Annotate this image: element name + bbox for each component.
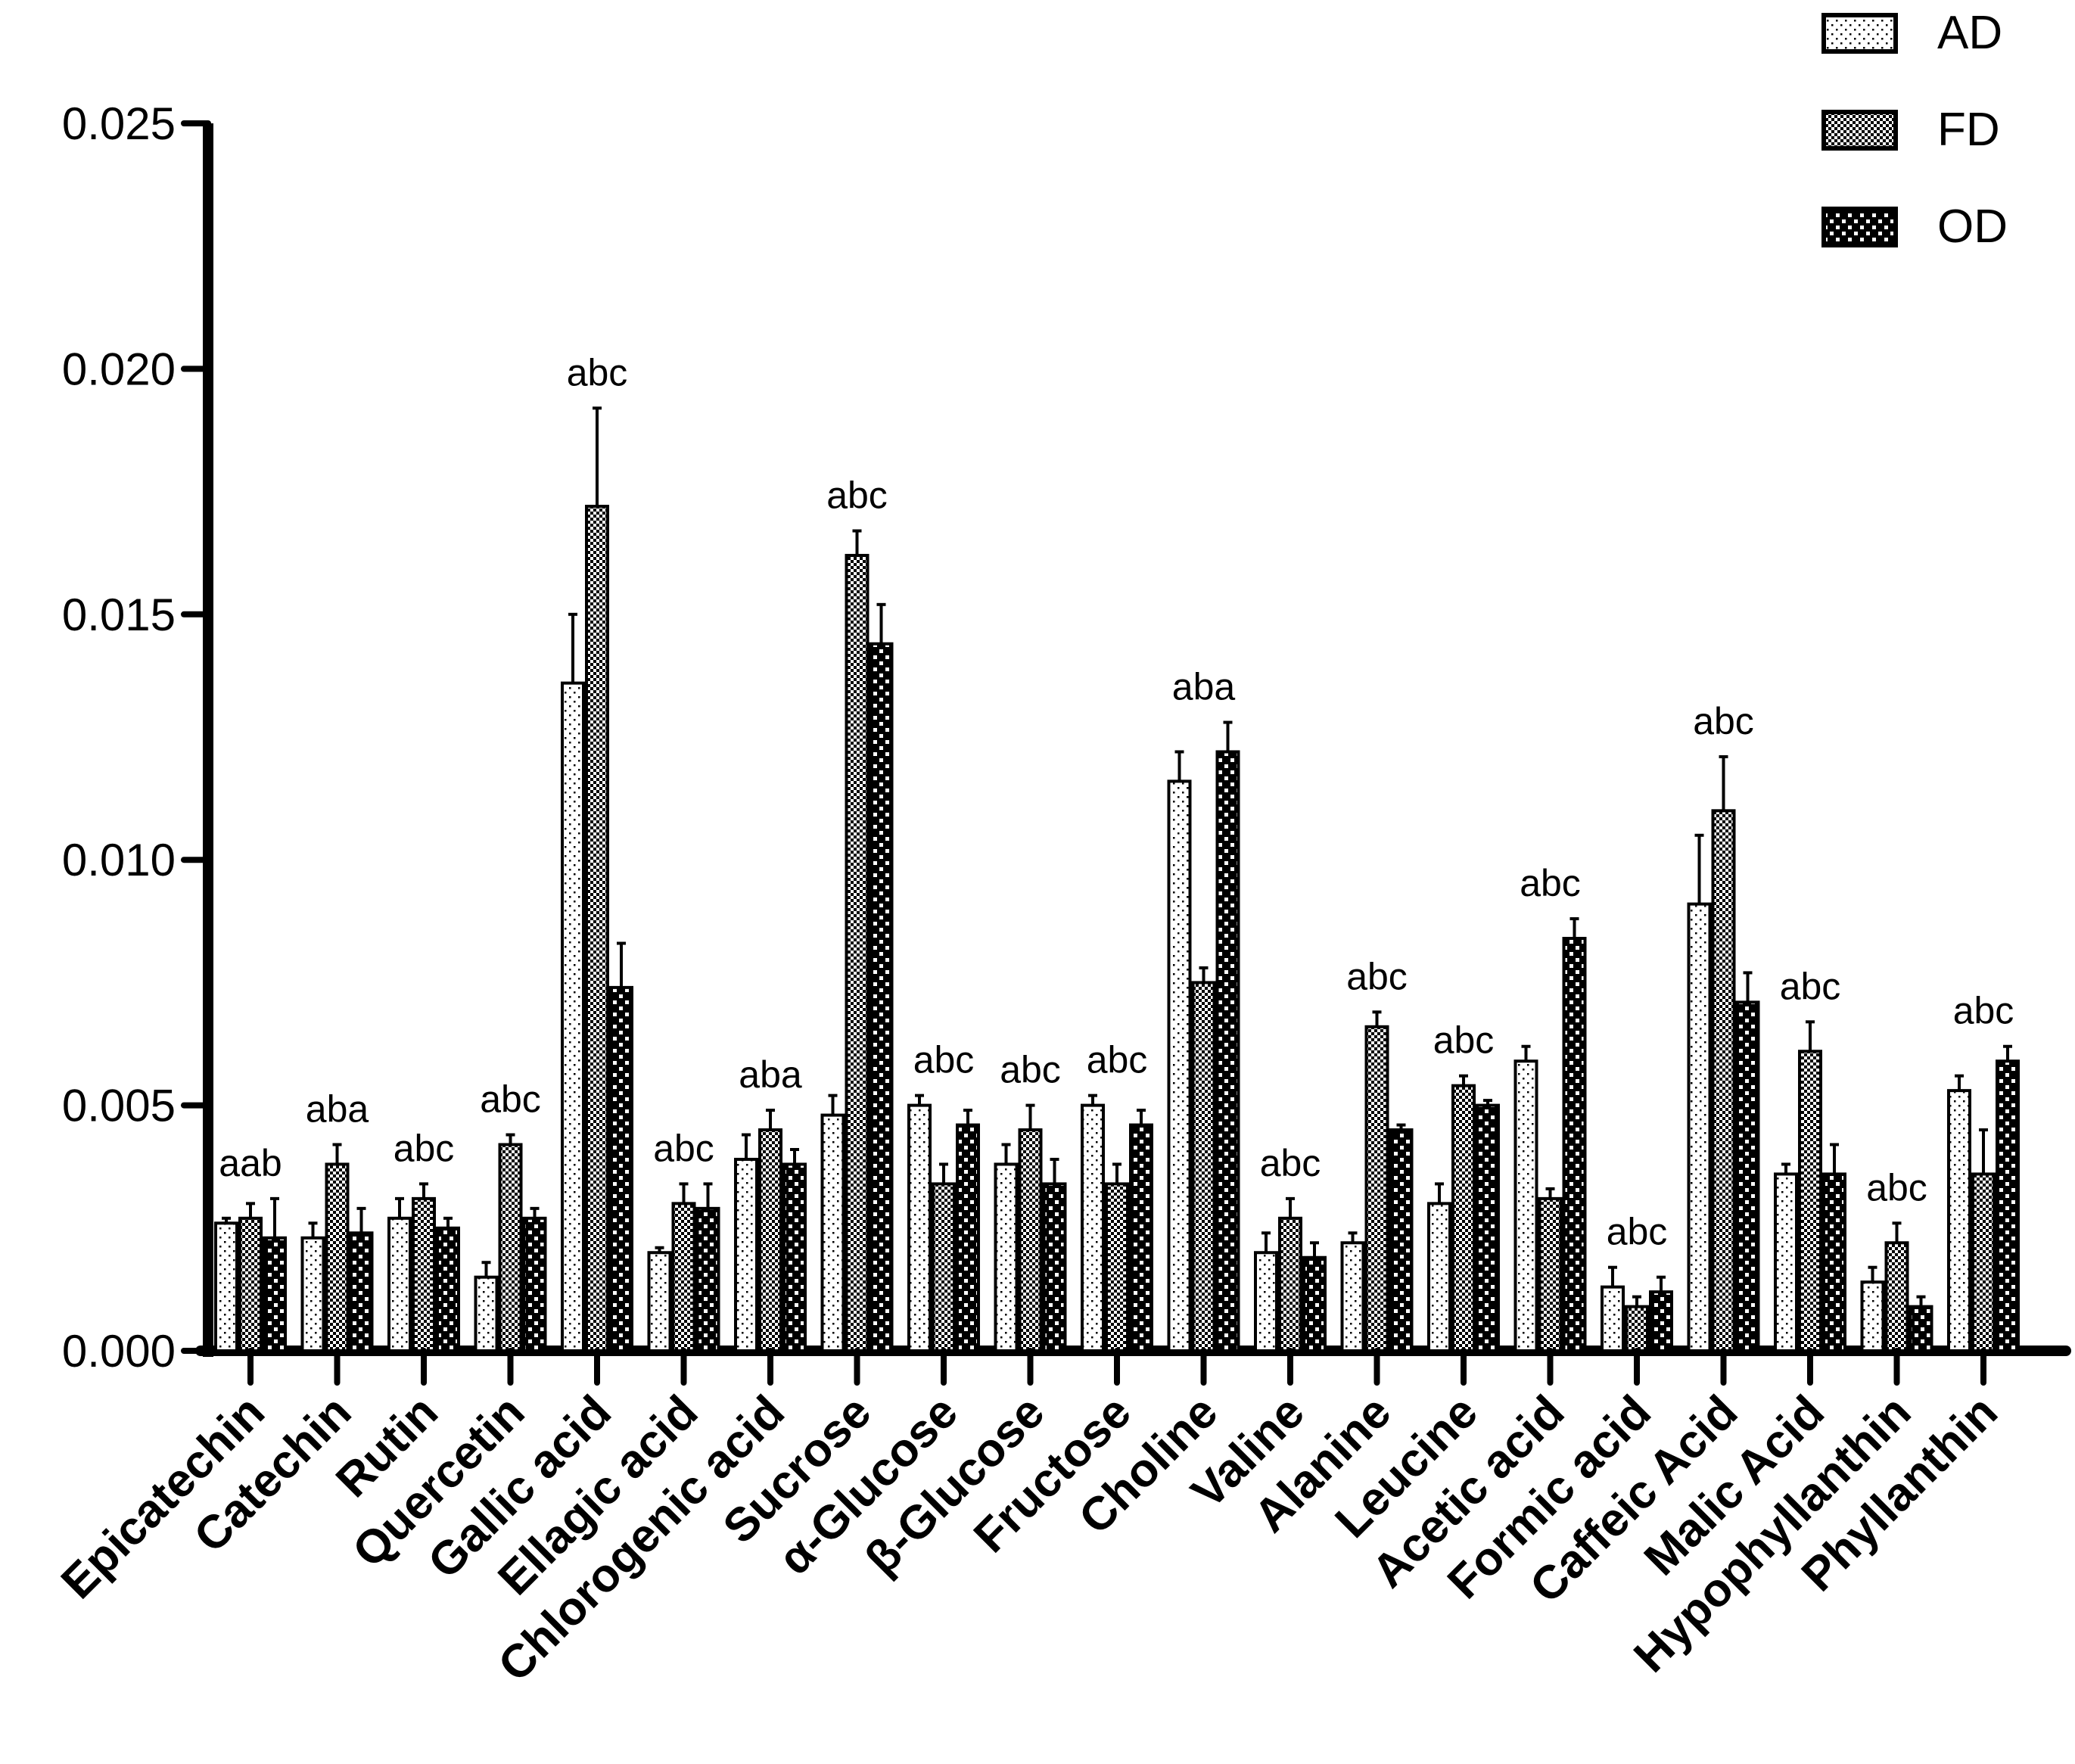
bar-fd <box>498 1143 523 1353</box>
bar-fd <box>1191 981 1216 1353</box>
bar-fd <box>412 1196 436 1352</box>
bar-ad <box>387 1216 412 1352</box>
legend-swatch-ad <box>1821 13 1898 54</box>
significance-label: aba <box>1172 666 1236 708</box>
significance-label: abc <box>1520 862 1581 904</box>
bar-ad <box>1081 1103 1105 1352</box>
bar-ad <box>1687 902 1712 1353</box>
bar-od <box>1215 750 1240 1352</box>
bar-od <box>782 1162 807 1353</box>
bar-fd <box>1018 1128 1043 1353</box>
bar-ad <box>1427 1202 1451 1352</box>
bar-od <box>1649 1290 1673 1353</box>
bar-ad <box>647 1251 672 1352</box>
legend-swatch-od <box>1821 207 1898 247</box>
bar-fd <box>1971 1172 1996 1352</box>
legend-label-od: OD <box>1937 201 2008 253</box>
bar-ad <box>300 1236 325 1352</box>
y-tick-label: 0.020 <box>62 344 176 394</box>
significance-label: abc <box>1346 955 1408 997</box>
bar-ad <box>1947 1089 1971 1352</box>
significance-label: aba <box>739 1053 802 1096</box>
bar-ad <box>734 1157 758 1353</box>
bar-ad <box>214 1221 238 1353</box>
bar-od <box>1389 1128 1414 1353</box>
bar-fd <box>1278 1216 1302 1352</box>
bar-fd <box>1105 1182 1129 1352</box>
bar-fd <box>1538 1196 1563 1352</box>
significance-label: abc <box>480 1078 541 1121</box>
bar-ad <box>1167 779 1192 1352</box>
bar-od <box>349 1231 374 1352</box>
y-tick-label: 0.005 <box>62 1081 176 1131</box>
significance-label: aab <box>219 1142 282 1184</box>
bar-ad <box>1340 1241 1365 1353</box>
bar-fd <box>932 1182 956 1352</box>
bar-ad <box>1254 1251 1278 1352</box>
bar-ad <box>820 1113 845 1353</box>
bar-fd <box>845 553 870 1352</box>
y-tick-label: 0.000 <box>62 1326 176 1377</box>
bar-ad <box>907 1103 932 1352</box>
significance-label: abc <box>826 474 888 517</box>
legend-swatch-fd <box>1821 110 1898 151</box>
significance-label: abc <box>567 351 628 394</box>
significance-label: abc <box>913 1039 975 1081</box>
significance-label: abc <box>394 1127 455 1169</box>
bar-od <box>1129 1123 1153 1352</box>
bar-od <box>1996 1059 2020 1352</box>
bar-fd <box>1625 1305 1649 1353</box>
bar-fd <box>1798 1050 1822 1353</box>
significance-label: abc <box>1087 1039 1148 1081</box>
y-tick-label: 0.015 <box>62 590 176 640</box>
bar-ad <box>474 1275 499 1353</box>
bar-ad <box>1774 1172 1798 1352</box>
bar-od <box>1909 1305 1933 1353</box>
bar-ad <box>1601 1285 1625 1353</box>
significance-label: abc <box>653 1127 714 1169</box>
bar-fd <box>238 1216 263 1352</box>
significance-label: abc <box>1260 1142 1321 1184</box>
bar-fd <box>1451 1084 1476 1352</box>
bar-od <box>956 1123 980 1352</box>
bar-od <box>1302 1255 1327 1353</box>
bar-fd <box>1884 1241 1909 1353</box>
significance-label: aba <box>306 1088 369 1131</box>
bar-od <box>1735 1000 1760 1353</box>
bar-ad <box>561 681 585 1352</box>
bar-fd <box>325 1162 350 1353</box>
bar-od <box>1562 937 1587 1353</box>
bar-od <box>436 1226 460 1353</box>
bar-fd <box>758 1128 782 1353</box>
significance-label: abc <box>1693 700 1754 742</box>
bar-fd <box>1364 1025 1389 1352</box>
bar-od <box>263 1236 287 1352</box>
bar-ad <box>994 1162 1019 1353</box>
bar-od <box>1822 1172 1846 1352</box>
bar-fd <box>585 505 609 1353</box>
bar-od <box>695 1206 720 1353</box>
legend-label-fd: FD <box>1937 104 2000 156</box>
legend: AD FD OD <box>1821 7 2008 253</box>
significance-label: abc <box>1780 965 1841 1007</box>
significance-label: abc <box>1000 1049 1061 1091</box>
bar-fd <box>671 1202 696 1352</box>
y-tick-label: 0.025 <box>62 98 176 149</box>
bar-od <box>1476 1103 1500 1352</box>
y-tick-label: 0.010 <box>62 835 176 885</box>
significance-label: abc <box>1433 1019 1495 1062</box>
bar-od <box>1042 1182 1067 1352</box>
plot-area: 0.0000.0050.0100.0150.0200.025aabEpicate… <box>51 98 2071 1692</box>
significance-label: abc <box>1953 990 2014 1032</box>
bar-fd <box>1711 809 1736 1352</box>
bar-od <box>522 1216 547 1352</box>
significance-label: abc <box>1866 1166 1927 1209</box>
legend-label-ad: AD <box>1937 7 2002 59</box>
significance-label: abc <box>1607 1211 1668 1253</box>
bar-od <box>609 985 633 1352</box>
bar-od <box>869 642 894 1352</box>
bar-ad <box>1513 1059 1538 1352</box>
bar-ad <box>1860 1280 1885 1352</box>
